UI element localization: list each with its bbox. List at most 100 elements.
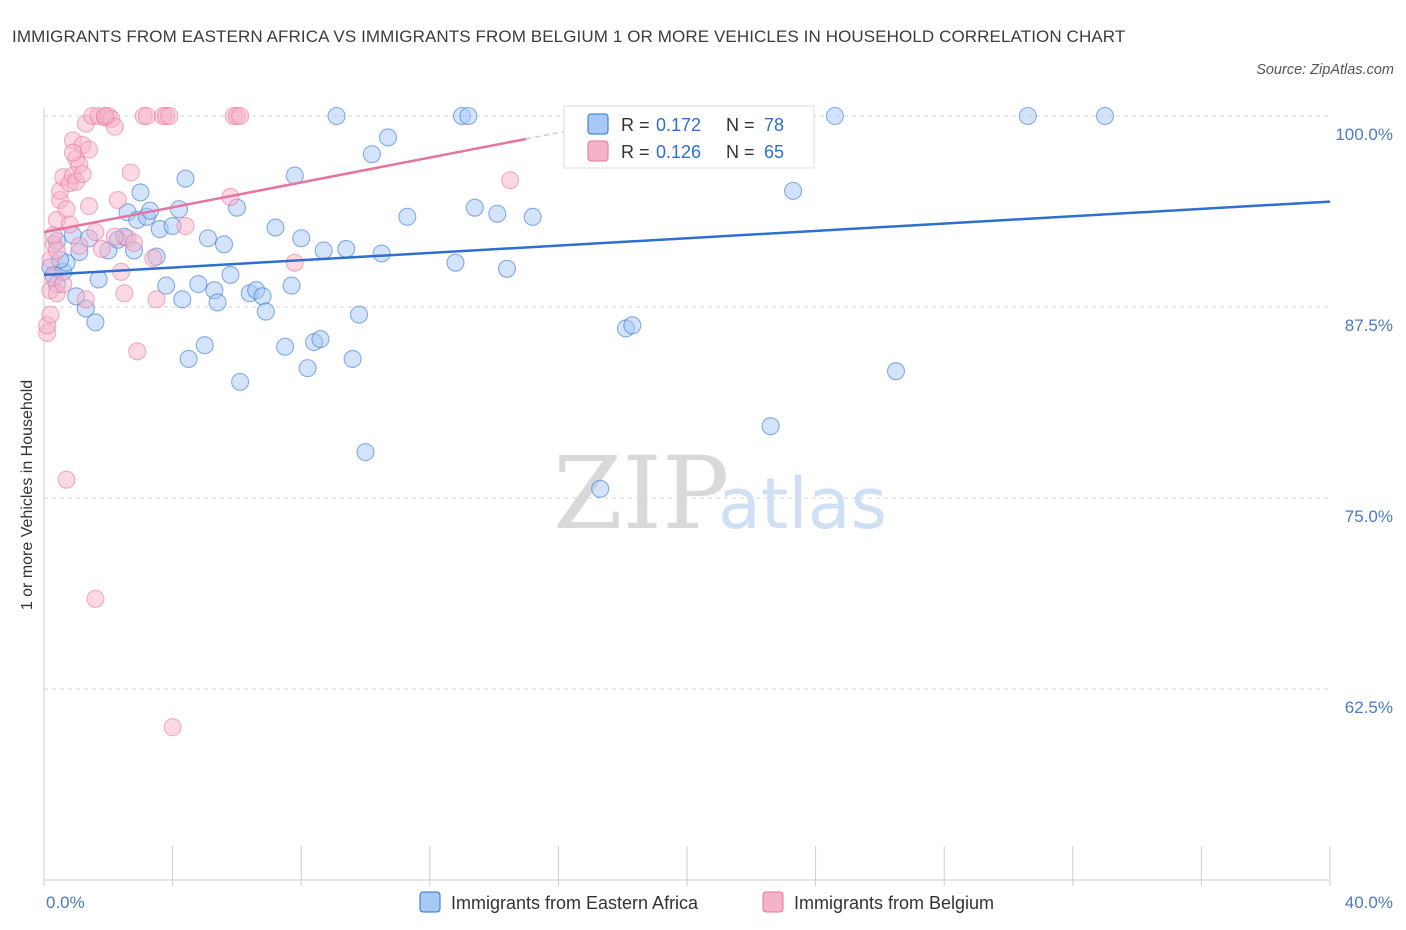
point-belgium — [47, 241, 66, 260]
legend-n-label-1: N = — [726, 115, 755, 135]
point-eastern-africa — [398, 207, 417, 226]
point-belgium — [285, 253, 304, 272]
point-eastern-africa — [343, 349, 362, 369]
point-eastern-africa — [231, 372, 250, 391]
point-eastern-africa — [157, 276, 176, 295]
point-eastern-africa — [327, 106, 346, 126]
y-tick-label: 100.0% — [1335, 125, 1393, 144]
point-eastern-africa — [311, 330, 330, 349]
source-label: Source: ZipAtlas.com — [1256, 62, 1394, 78]
watermark: ZIP atlas — [553, 435, 887, 552]
point-belgium — [54, 275, 73, 294]
point-belgium — [163, 718, 182, 737]
point-eastern-africa — [214, 235, 234, 254]
bottom-legend-swatch-eastern-africa — [419, 891, 441, 913]
legend-r-label-2: R = — [621, 142, 650, 162]
point-eastern-africa — [1018, 106, 1037, 126]
bottom-legend-label-eastern-africa: Immigrants from Eastern Africa — [451, 893, 699, 913]
point-belgium — [79, 140, 99, 159]
point-eastern-africa — [784, 181, 803, 200]
point-eastern-africa — [465, 198, 484, 217]
point-eastern-africa — [292, 229, 311, 248]
point-eastern-africa — [488, 204, 507, 223]
legend-r-value-2: 0.126 — [656, 142, 701, 162]
point-belgium — [57, 200, 76, 219]
point-eastern-africa — [356, 443, 375, 462]
point-belgium — [144, 249, 163, 268]
point-eastern-africa — [173, 290, 192, 309]
point-belgium — [73, 165, 92, 184]
legend-n-value-1: 78 — [764, 115, 784, 135]
point-eastern-africa — [1095, 106, 1114, 126]
point-belgium — [96, 106, 115, 126]
point-eastern-africa — [623, 316, 642, 335]
point-eastern-africa — [189, 275, 208, 294]
point-eastern-africa — [179, 349, 198, 369]
x-tick-label-max: 40.0% — [1345, 893, 1393, 912]
legend-swatch-eastern-africa — [587, 113, 609, 135]
axes — [43, 108, 1331, 886]
point-eastern-africa — [86, 313, 105, 332]
point-belgium — [60, 215, 79, 234]
point-eastern-africa — [256, 302, 275, 321]
point-belgium — [86, 589, 105, 608]
point-eastern-africa — [208, 293, 227, 312]
point-belgium — [70, 236, 89, 255]
point-eastern-africa — [362, 145, 381, 164]
point-eastern-africa — [169, 200, 189, 219]
point-eastern-africa — [337, 239, 356, 258]
point-belgium — [176, 216, 195, 236]
legend-r-value-1: 0.172 — [656, 115, 701, 135]
data-points — [38, 106, 1114, 737]
point-belgium — [147, 290, 166, 309]
y-tick-label: 62.5% — [1345, 698, 1393, 717]
point-eastern-africa — [298, 359, 317, 378]
series-legend: Immigrants from Eastern Africa Immigrant… — [419, 891, 994, 913]
point-belgium — [79, 197, 99, 216]
point-eastern-africa — [266, 218, 285, 237]
point-eastern-africa — [497, 259, 517, 278]
point-eastern-africa — [591, 479, 610, 498]
point-eastern-africa — [253, 287, 272, 306]
point-eastern-africa — [198, 229, 218, 248]
point-eastern-africa — [378, 128, 398, 147]
legend-r-label-1: R = — [621, 115, 650, 135]
point-belgium — [92, 239, 111, 258]
bottom-legend-label-belgium: Immigrants from Belgium — [794, 893, 994, 913]
point-belgium — [501, 171, 520, 190]
y-tick-labels: 100.0% 87.5% 75.0% 62.5% — [1335, 125, 1393, 717]
point-eastern-africa — [886, 362, 906, 381]
point-eastern-africa — [195, 336, 214, 355]
y-tick-label: 75.0% — [1345, 507, 1393, 526]
point-belgium — [137, 106, 156, 126]
point-belgium — [86, 223, 105, 242]
point-eastern-africa — [350, 305, 369, 324]
legend-n-label-2: N = — [726, 142, 755, 162]
watermark-atlas: atlas — [718, 463, 887, 545]
point-belgium — [57, 470, 76, 489]
point-eastern-africa — [282, 276, 301, 295]
chart-title: IMMIGRANTS FROM EASTERN AFRICA VS IMMIGR… — [12, 27, 1126, 46]
legend-swatch-belgium — [587, 140, 609, 162]
point-belgium — [115, 284, 134, 303]
point-eastern-africa — [276, 337, 295, 356]
y-tick-label: 87.5% — [1345, 316, 1393, 335]
point-belgium — [41, 305, 60, 324]
point-belgium — [124, 233, 144, 252]
point-eastern-africa — [176, 169, 195, 188]
trend-line-eastern-africa — [43, 200, 1331, 277]
x-tick-labels: 0.0% 40.0% — [46, 893, 1393, 912]
point-eastern-africa — [314, 241, 333, 260]
point-eastern-africa — [131, 183, 150, 202]
point-belgium — [121, 163, 140, 182]
stats-legend: R = 0.172 N = 78 R = 0.126 N = 65 — [563, 105, 815, 169]
point-belgium — [76, 290, 95, 309]
point-belgium — [108, 190, 127, 210]
legend-n-value-2: 65 — [764, 142, 784, 162]
watermark-zip: ZIP — [553, 435, 729, 552]
point-eastern-africa — [523, 207, 542, 226]
x-tick-label-min: 0.0% — [46, 893, 85, 912]
point-eastern-africa — [221, 265, 240, 284]
point-eastern-africa — [372, 244, 391, 263]
